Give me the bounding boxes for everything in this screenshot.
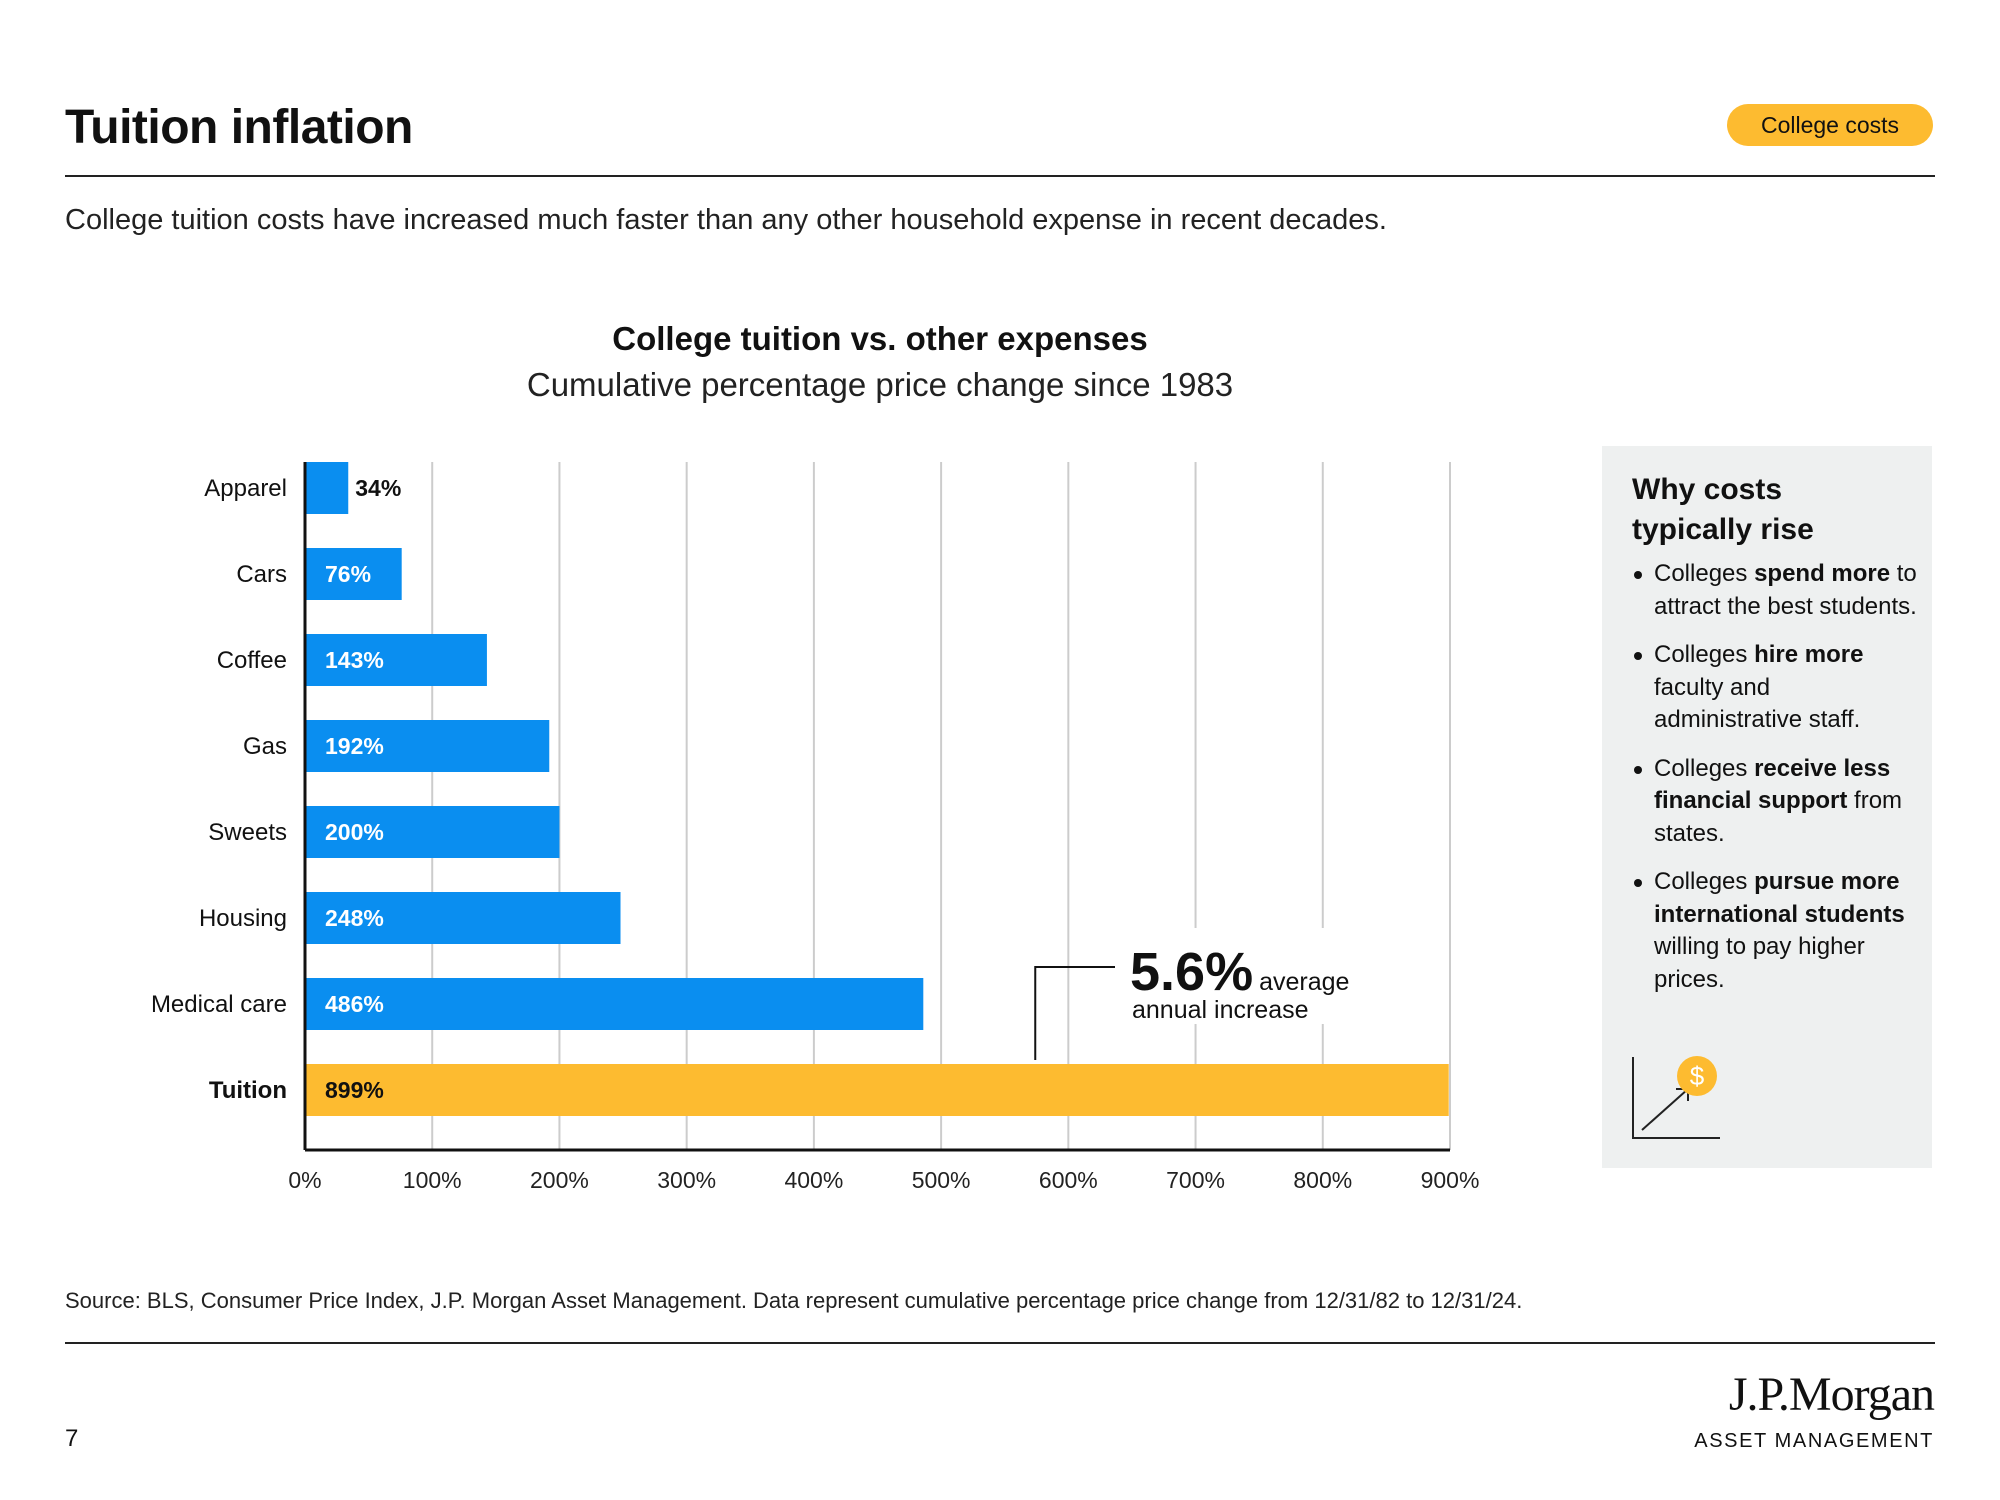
logo-subtitle: ASSET MANAGEMENT	[1694, 1430, 1934, 1452]
chart-title: College tuition vs. other expenses	[612, 320, 1148, 357]
bar	[305, 462, 349, 514]
reason-item: Colleges hire more faculty and administr…	[1632, 639, 1922, 737]
x-tick-label: 700%	[1166, 1167, 1225, 1193]
logo-wordmark: J.P.Morgan	[1728, 1368, 1935, 1421]
x-tick-label: 400%	[784, 1167, 843, 1193]
reason-item: Colleges spend more to attract the best …	[1632, 558, 1922, 623]
panel-title: Why costs typically rise	[1632, 470, 1922, 550]
panel-title-line-1: Why costs	[1632, 473, 1783, 506]
annotation-line-2: annual increase	[1132, 996, 1309, 1024]
why-costs-panel: Why costs typically rise Colleges spend …	[1602, 446, 1932, 1168]
value-label: 248%	[325, 905, 384, 931]
x-tick-label: 800%	[1293, 1167, 1352, 1193]
category-label: Coffee	[217, 647, 287, 674]
category-label: Medical care	[151, 991, 287, 1018]
company-logo: J.P.Morgan ASSET MANAGEMENT	[1660, 1368, 1935, 1456]
source-note: Source: BLS, Consumer Price Index, J.P. …	[65, 1288, 1523, 1313]
x-tick-label: 500%	[912, 1167, 971, 1193]
x-tick-label: 0%	[288, 1167, 321, 1193]
annotation-leader-line	[1034, 966, 1115, 1060]
x-tick-label: 200%	[530, 1167, 589, 1193]
reason-item: Colleges pursue more international stude…	[1632, 866, 1922, 996]
x-tick-label: 100%	[403, 1167, 462, 1193]
bar	[305, 978, 924, 1030]
bar	[305, 1064, 1449, 1116]
annotation-suffix: average	[1259, 968, 1349, 996]
reason-item: Colleges receive less financial support …	[1632, 753, 1922, 851]
bar	[305, 720, 550, 772]
category-label: Housing	[199, 905, 287, 932]
bar	[305, 634, 487, 686]
bar-chart: 0% 100% 200% 300% 400% 500% 600% 700% 800% 900% Ap…	[151, 462, 1480, 1193]
annotation-headline: 5.6% average	[1130, 942, 1349, 1002]
panel-title-line-2: typically rise	[1632, 513, 1814, 546]
page-title: Tuition inflation	[65, 101, 413, 154]
category-label: Gas	[243, 733, 287, 760]
bar	[305, 548, 402, 600]
value-label: 143%	[325, 647, 384, 673]
header-divider	[65, 175, 1935, 177]
section-tag: College costs	[1727, 104, 1933, 146]
category-label: Sweets	[208, 819, 287, 846]
rising-cost-chart-icon: $	[1632, 1056, 1720, 1139]
x-tick-label: 300%	[657, 1167, 716, 1193]
value-label: 200%	[325, 819, 384, 845]
category-label: Cars	[236, 561, 287, 588]
annotation-value: 5.6%	[1130, 942, 1253, 1002]
value-label: 486%	[325, 991, 384, 1017]
x-tick-label: 900%	[1421, 1167, 1480, 1193]
value-label: 192%	[325, 733, 384, 759]
reasons-list: Colleges spend more to attract the best …	[1632, 558, 1922, 1012]
bar	[305, 806, 560, 858]
page-subtitle: College tuition costs have increased muc…	[65, 204, 1387, 236]
value-label: 899%	[325, 1077, 384, 1103]
svg-text:$: $	[1690, 1061, 1705, 1091]
value-label: 34%	[355, 475, 401, 501]
bar	[305, 892, 621, 944]
page-number: 7	[65, 1425, 79, 1452]
category-label: Tuition	[209, 1077, 287, 1104]
category-label: Apparel	[204, 475, 287, 502]
chart-subtitle: Cumulative percentage price change since…	[526, 366, 1234, 403]
x-tick-label: 600%	[1039, 1167, 1098, 1193]
footer-divider	[65, 1342, 1935, 1344]
annotation-background	[1120, 928, 1380, 1024]
value-label: 76%	[325, 561, 371, 587]
